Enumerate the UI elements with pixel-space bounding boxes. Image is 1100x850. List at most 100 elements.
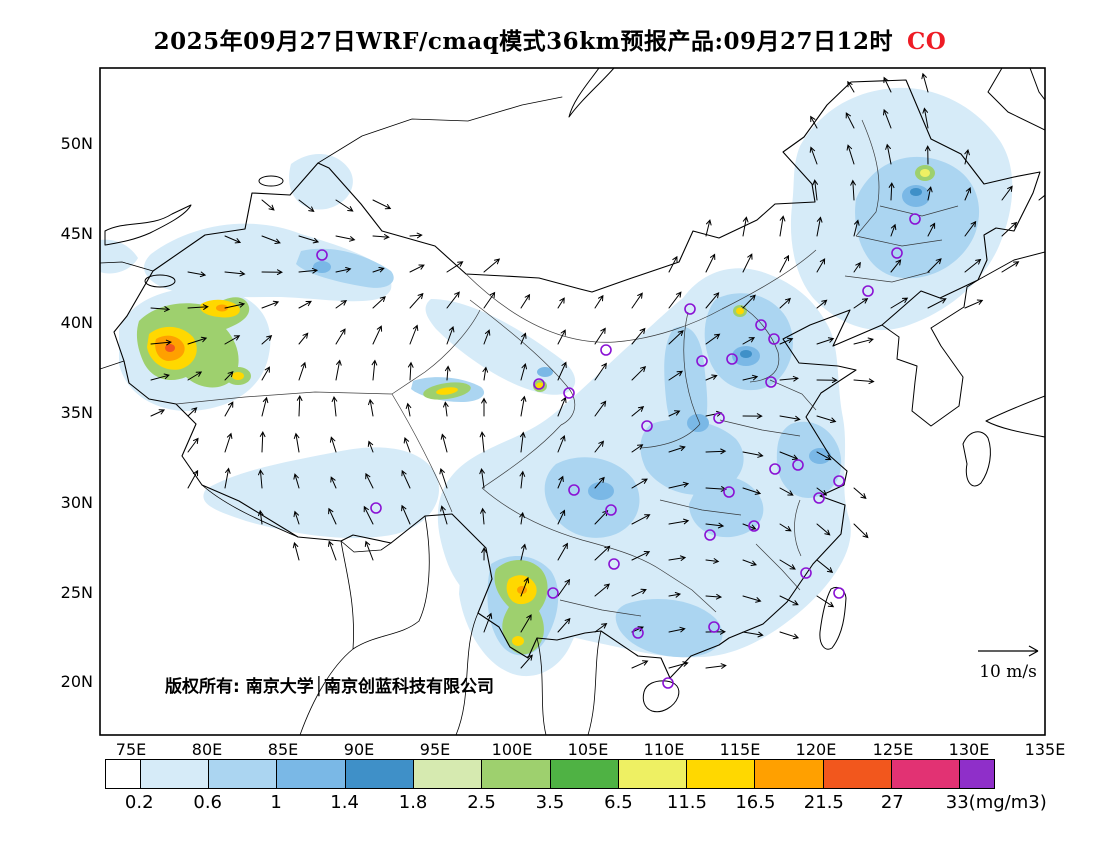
wind-vector [668,445,686,453]
wind-vector [853,487,867,499]
wind-reference: 10 m/s [978,645,1039,682]
laos-border [536,637,547,735]
sakhalin-coastline [1029,68,1045,101]
wind-vector [329,436,337,453]
bhutan-border [340,540,392,553]
wind-vector [668,518,690,525]
colorbar-cell [106,760,140,788]
wind-vector [921,72,929,93]
wind-vector [742,413,763,419]
wind-vector [259,431,266,453]
wind-vector [520,576,530,597]
hainan-coastline [642,680,680,713]
map-frame [99,67,1046,736]
colorbar-cell [276,760,345,788]
wind-vector [668,626,686,633]
wind-vector [816,595,835,608]
wind-vector [779,631,800,640]
colorbar-label: 16.5 [735,792,776,813]
wind-vector [847,80,855,93]
wind-vector [927,186,933,201]
colorbar-label: 1.4 [330,792,359,813]
wind-vector [335,299,348,309]
wind-vector [964,299,984,309]
wind-reference-arrow [978,645,1039,657]
wind-vector [705,292,720,309]
wind-vector [668,370,683,381]
colorbar-cell [481,760,550,788]
colorbar-cell [891,760,960,788]
kyushu-coastline [962,431,991,487]
colorbar-cell [549,760,618,788]
wind-vector [964,187,972,201]
wind-vector [779,375,799,382]
colorbar-cell [344,760,413,788]
wind-vector [520,431,526,453]
nepal-border [201,484,299,538]
lon-label: 125E [873,740,914,759]
wind-vector [594,362,607,381]
lon-label: 85E [268,740,298,759]
wind-vector [742,337,756,345]
wind-vector [224,371,234,381]
wind-vector [293,510,300,525]
wind-vector [335,199,354,212]
city-marker [684,303,696,315]
contour-fill-layer [100,87,1013,677]
wind-vector [779,595,799,606]
city-marker [316,249,328,261]
city-marker [768,333,780,345]
wind-vector [1001,221,1018,237]
wind-vector [631,366,647,381]
wind-vector [742,559,757,566]
colorbar-label: 2.5 [467,792,496,813]
wind-vector [1001,261,1020,273]
wind-vector [482,366,489,381]
wind-vector [890,297,909,309]
city-marker [608,558,620,570]
wind-vector [668,255,678,273]
wind-vector [812,179,818,201]
wind-vector [779,215,786,237]
wind-vector [409,324,419,345]
wind-vector [742,253,753,273]
wind-vector [403,437,411,453]
province-boundary-layer [175,119,959,617]
wind-vector [853,378,875,385]
wind-vector [705,486,727,492]
species-label: CO [906,28,947,55]
wind-vector [372,199,392,210]
wind-vector [631,478,648,489]
wind-vector [224,270,246,277]
wind-vector [150,306,171,312]
wind-vector [705,593,723,600]
wind-vector [372,296,386,309]
wind-vector [853,219,860,237]
wind-vector [557,542,568,561]
lat-label: 30N [61,493,93,512]
lon-label: 110E [644,740,685,759]
wind-vector [298,332,309,345]
wind-vector [557,475,564,489]
wind-vector [443,401,449,417]
wind-vector [446,291,460,309]
wind-vector [705,558,720,564]
wind-vector [298,300,312,309]
wind-vector [446,326,455,345]
wind-vector [446,261,464,273]
wind-vector [779,559,796,570]
wind-vector [401,504,411,525]
city-marker [726,353,738,365]
wind-vector [705,253,716,273]
geography-layer [100,68,1045,735]
wind-vector [779,523,792,532]
wind-vector [779,254,789,273]
wind-vector [853,337,874,345]
wind-vector [439,468,448,489]
wind-vector [187,304,209,310]
colorbar-label: 33(mg/m3) [945,792,1047,813]
wind-vector [631,444,644,453]
wind-vector [371,359,378,381]
wind-vector [594,510,609,525]
wind-vector [261,199,275,211]
